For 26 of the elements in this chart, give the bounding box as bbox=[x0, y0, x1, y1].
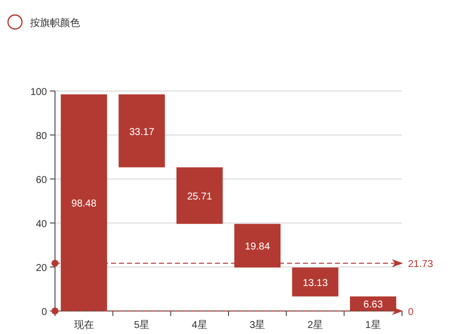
ref-line-label: 0 bbox=[408, 307, 414, 318]
bar bbox=[60, 94, 108, 311]
x-tick-label: 1星 bbox=[365, 320, 381, 331]
y-tick-label: 0 bbox=[41, 307, 48, 318]
bar bbox=[176, 167, 223, 224]
x-tick-label: 现在 bbox=[74, 319, 94, 331]
bar bbox=[292, 268, 338, 296]
data-label: 25.71 bbox=[187, 192, 213, 203]
x-tick-label: 5星 bbox=[134, 320, 150, 331]
bar bbox=[118, 94, 165, 168]
data-label: 98.48 bbox=[71, 198, 97, 210]
x-tick-label: 4星 bbox=[192, 320, 208, 331]
ref-line-label: 21.73 bbox=[408, 259, 434, 270]
y-tick-label: 20 bbox=[36, 263, 48, 274]
bar bbox=[234, 224, 281, 268]
data-label: 19.84 bbox=[244, 242, 270, 253]
y-tick-label: 80 bbox=[36, 131, 48, 142]
x-tick-label: 3星 bbox=[250, 320, 266, 331]
data-label: 13.13 bbox=[302, 278, 328, 289]
data-label: 6.63 bbox=[363, 300, 384, 311]
data-label: 33.17 bbox=[129, 126, 155, 138]
legend-label: 按旗帜颜色 bbox=[30, 17, 80, 29]
x-tick-label: 2星 bbox=[307, 320, 324, 331]
y-tick-label: 60 bbox=[36, 175, 48, 186]
y-tick-label: 100 bbox=[30, 87, 48, 98]
y-tick-label: 40 bbox=[36, 219, 48, 230]
